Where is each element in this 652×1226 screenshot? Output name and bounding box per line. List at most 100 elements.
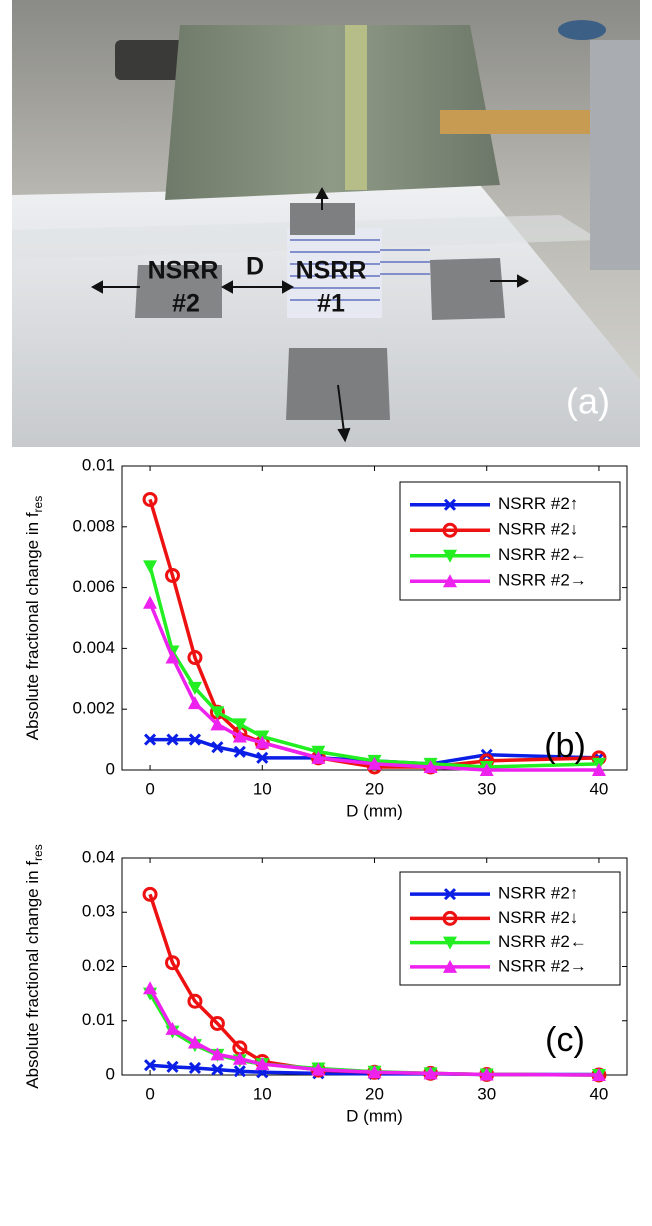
panel-label: (c) <box>545 1021 585 1059</box>
marker <box>443 888 457 901</box>
y-axis-label-text: Absolute fractional change in f <box>23 512 42 740</box>
marker <box>165 567 180 583</box>
microstrip <box>345 25 367 190</box>
photo: NSRR #2 D NSRR #1 (a) <box>12 0 640 447</box>
marker <box>591 1068 606 1081</box>
x-tick-label: 0 <box>145 779 154 798</box>
marker <box>232 718 247 732</box>
marker <box>210 717 225 731</box>
ring-pattern <box>287 228 382 318</box>
photo-label: NSRR <box>148 257 219 285</box>
upper-plate <box>165 25 500 200</box>
y-tick-label: 0 <box>106 759 115 778</box>
marker <box>232 729 247 743</box>
marker <box>442 910 458 926</box>
clamp-knob <box>558 20 606 40</box>
marker <box>479 763 494 776</box>
photo-label: D <box>246 253 264 281</box>
chart: 0 0.002 0.004 0.006 0.008 0.01 0 10 20 30 40 D (mm)… <box>23 455 628 820</box>
marker <box>255 735 270 749</box>
marker <box>443 574 457 588</box>
x-tick-label: 10 <box>253 1084 272 1103</box>
y-tick-label: 0.01 <box>82 1010 115 1029</box>
x-tick-label: 0 <box>145 1084 154 1103</box>
marker <box>367 1065 382 1079</box>
ring-lines <box>290 239 430 301</box>
x-axis-label: D (mm) <box>346 801 403 820</box>
y-tick-label: 0.004 <box>72 638 115 657</box>
x-tick-label: 30 <box>477 779 496 798</box>
y-axis-label: Absolute fractional change in fres <box>23 496 45 740</box>
legend-label: NSRR #2↓ <box>498 520 578 539</box>
marker <box>443 959 457 973</box>
marker <box>165 650 180 664</box>
y-axis-label-text: Absolute fractional change in f <box>23 861 42 1089</box>
marker <box>143 560 158 574</box>
marker <box>142 491 158 507</box>
marker <box>166 733 179 746</box>
marker <box>367 756 382 770</box>
y-tick-label: 0.03 <box>82 902 115 921</box>
x-tick-label: 20 <box>365 779 384 798</box>
chart: 0 0.01 0.02 0.03 0.04 0 10 20 30 40 D (mm) Absolute… <box>23 844 628 1125</box>
x-tick-label: 40 <box>589 779 608 798</box>
marker <box>143 981 158 995</box>
marker <box>209 1015 225 1031</box>
panel-label: (b) <box>544 727 586 765</box>
marker <box>143 595 158 609</box>
marker <box>142 886 158 902</box>
marker <box>187 650 203 666</box>
marker <box>165 955 180 971</box>
clamp <box>590 40 640 270</box>
legend-label: NSRR #2↓ <box>498 908 578 927</box>
marker <box>187 696 202 710</box>
marker <box>143 733 157 746</box>
connector <box>440 110 590 134</box>
y-axis-label-sub: res <box>31 844 45 861</box>
y-tick-label: 0.008 <box>72 516 115 535</box>
marker <box>211 1063 224 1076</box>
marker <box>443 498 457 511</box>
panel-label: (a) <box>566 381 610 422</box>
photo-label: #1 <box>317 290 345 318</box>
marker <box>233 1065 246 1078</box>
x-tick-label: 40 <box>589 1084 608 1103</box>
marker <box>210 706 225 720</box>
legend-label: NSRR #2→ <box>498 956 587 975</box>
legend-label: NSRR #2← <box>498 932 587 951</box>
y-axis-label: Absolute fractional change in fres <box>23 844 45 1088</box>
y-tick-label: 0.04 <box>82 847 115 866</box>
marker <box>165 1021 180 1035</box>
marker <box>591 763 606 776</box>
marker <box>443 549 457 563</box>
marker <box>442 522 458 538</box>
photo-label: #2 <box>172 290 200 318</box>
x-tick-label: 20 <box>365 1084 384 1103</box>
marker <box>187 993 203 1009</box>
photo-label: NSRR <box>296 257 367 285</box>
marker <box>255 1057 270 1071</box>
marker <box>256 751 269 764</box>
marker <box>187 681 202 695</box>
y-axis-label-sub: res <box>31 496 45 513</box>
legend-label: NSRR #2↑ <box>498 884 578 903</box>
plate-nsrr2 <box>135 265 222 318</box>
marker <box>423 1066 438 1080</box>
marker <box>187 1035 202 1049</box>
marker <box>233 745 246 758</box>
y-tick-label: 0 <box>106 1064 115 1083</box>
marker <box>143 1059 157 1072</box>
legend-label: NSRR #2→ <box>498 571 587 590</box>
arrows <box>90 186 530 443</box>
y-tick-label: 0.002 <box>72 699 115 718</box>
marker <box>423 759 438 773</box>
y-tick-label: 0.01 <box>82 455 115 474</box>
marker <box>210 1047 225 1061</box>
legend-label: NSRR #2← <box>498 545 587 564</box>
plate-bottom <box>286 348 390 420</box>
marker <box>311 750 326 764</box>
marker <box>443 936 457 950</box>
charts: 0 0.002 0.004 0.006 0.008 0.01 0 10 20 30 40 D (mm)… <box>23 455 628 1125</box>
plate-right <box>430 258 505 320</box>
